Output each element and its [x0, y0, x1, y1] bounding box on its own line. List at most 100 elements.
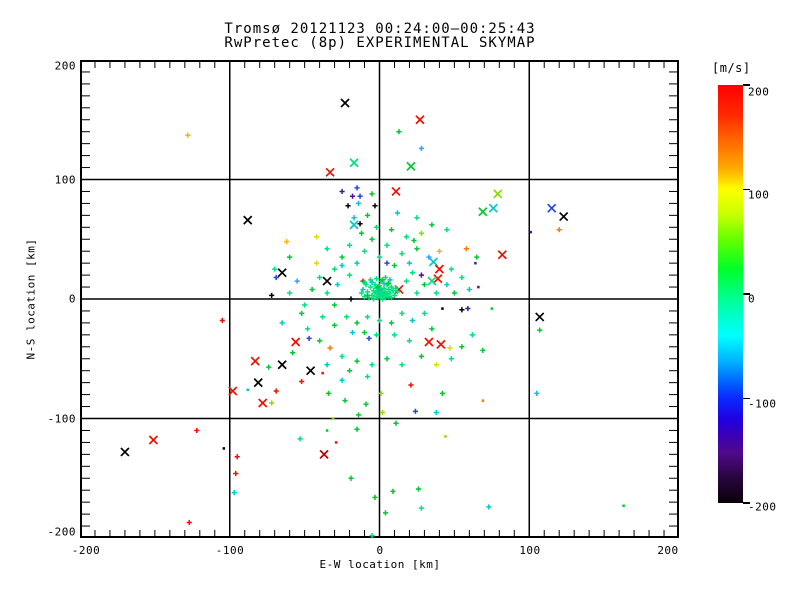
scatter-point: [390, 288, 396, 294]
scatter-point: [406, 161, 416, 171]
scatter-point: [376, 254, 383, 260]
scatter-point: [291, 337, 301, 347]
scatter-point: [385, 294, 392, 300]
scatter-point: [372, 494, 378, 500]
scatter-point: [361, 294, 368, 300]
scatter-point: [339, 254, 345, 260]
scatter-point: [529, 230, 533, 234]
scatter-point: [321, 371, 324, 375]
scatter-point: [414, 290, 420, 296]
scatter-point: [339, 377, 345, 383]
scatter-point: [387, 290, 393, 296]
scatter-point: [342, 397, 348, 404]
scatter-point: [429, 326, 435, 332]
scatter-point: [448, 356, 454, 362]
scatter-point: [547, 203, 557, 213]
scatter-point: [375, 295, 381, 301]
scatter-point: [354, 185, 360, 191]
scatter-point: [391, 262, 398, 269]
colorbar-tick: [743, 84, 750, 86]
scatter-point: [399, 310, 405, 316]
scatter-point: [231, 489, 237, 496]
scatter-point: [364, 292, 371, 299]
scatter-point: [346, 368, 353, 374]
scatter-point: [408, 382, 414, 388]
scatter-point: [325, 390, 332, 397]
scatter-point: [418, 230, 425, 236]
plot-frame: [80, 60, 679, 538]
scatter-point: [331, 266, 338, 272]
scatter-point: [222, 447, 226, 450]
scatter-point: [415, 486, 422, 492]
scatter-point: [366, 335, 372, 342]
scatter-point: [331, 417, 335, 420]
scatter-point: [381, 280, 387, 287]
x-tick-label: 200: [657, 544, 679, 557]
scatter-point: [364, 314, 371, 320]
scatter-point: [474, 254, 480, 260]
scatter-point: [622, 504, 625, 508]
scatter-point: [414, 215, 420, 221]
scatter-point: [358, 290, 365, 296]
scatter-point: [317, 274, 323, 281]
scatter-point: [346, 272, 353, 278]
scatter-point: [369, 279, 375, 285]
scatter-point: [409, 317, 416, 324]
x-tick-label: 100: [519, 544, 541, 557]
scatter-point: [373, 276, 380, 282]
scatter-point: [535, 312, 545, 322]
scatter-point: [234, 454, 240, 460]
scatter-point: [361, 248, 368, 254]
scatter-point: [415, 115, 425, 125]
scatter-point: [393, 285, 399, 291]
scatter-point: [418, 145, 425, 152]
scatter-point: [385, 280, 392, 287]
scatter-point: [448, 266, 454, 272]
scatter-point: [372, 203, 378, 209]
scatter-point: [277, 360, 287, 370]
scatter-point: [465, 305, 471, 312]
scatter-point: [396, 129, 402, 135]
scatter-point: [434, 264, 445, 274]
scatter-point: [394, 289, 401, 295]
colorbar-tick: [743, 188, 750, 191]
scatter-point: [273, 274, 279, 281]
scatter-point: [421, 282, 428, 288]
scatter-point: [418, 353, 425, 359]
scatter-point: [358, 230, 365, 236]
scatter-point: [418, 505, 425, 511]
scatter-point: [379, 409, 386, 416]
scatter-point: [369, 236, 375, 242]
scatter-point: [493, 189, 503, 199]
scatter-point: [497, 250, 507, 260]
scatter-point: [388, 284, 395, 290]
scatter-point: [324, 290, 330, 296]
scatter-point: [459, 274, 465, 281]
scatter-point: [279, 320, 285, 326]
scatter-point: [387, 277, 393, 283]
y-tick-label: 100: [54, 173, 76, 187]
scatter-point: [391, 292, 398, 299]
scatter-point: [433, 409, 440, 416]
scatter-point: [348, 296, 354, 302]
scatter-point: [376, 317, 383, 324]
scatter-point: [334, 282, 341, 288]
y-tick-label: 200: [54, 59, 76, 73]
scatter-point: [317, 338, 323, 344]
colorbar-tick: [743, 293, 750, 295]
scatter-point: [355, 200, 362, 206]
scatter-point: [447, 345, 453, 351]
colorbar-tick-label: 0: [748, 292, 756, 306]
scatter-point: [299, 378, 305, 385]
scatter-point: [228, 386, 238, 396]
scatter-point: [305, 326, 311, 332]
scatter-point: [348, 475, 354, 481]
scatter-point: [357, 221, 363, 227]
x-tick-label: -200: [71, 544, 101, 557]
scatter-point: [414, 246, 420, 252]
scatter-point: [331, 302, 338, 308]
y-axis-title: N-S location [km]: [24, 238, 38, 360]
scatter-point: [349, 329, 356, 336]
scatter-point: [277, 268, 287, 278]
scatter-point: [302, 302, 308, 308]
